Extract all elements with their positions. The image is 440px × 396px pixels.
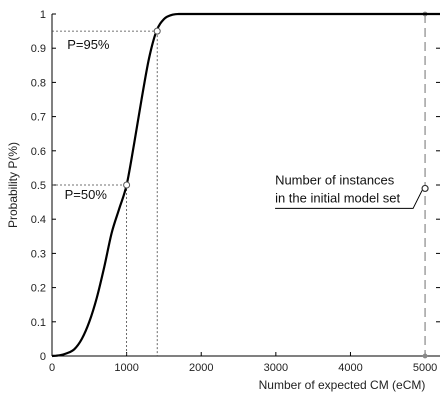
curve-layer (51, 12, 440, 358)
labels: Number of expected CM (eCM) Probability P… (6, 37, 425, 392)
y-tick-label: 0.7 (31, 112, 46, 124)
marker-point (123, 181, 131, 189)
y-tick-label: 0.1 (31, 317, 46, 329)
instance-leader-line (275, 190, 423, 209)
y-tick-label: 0.6 (31, 146, 46, 158)
x-tick-label: 2000 (189, 362, 213, 374)
marker-point (153, 27, 161, 35)
x-axis-title: Number of expected CM (eCM) (259, 378, 426, 392)
y-tick-label: 0.3 (31, 248, 46, 260)
y-tick-label: 0 (40, 351, 46, 363)
x-tick-label: 0 (49, 362, 55, 374)
marker-layer (123, 27, 429, 209)
instance-point (421, 184, 429, 193)
y-tick-label: 0.8 (31, 77, 46, 89)
instance-label-line1: Number of instances (275, 172, 395, 187)
y-tick-label: 0.4 (31, 214, 46, 226)
instance-line-bottom-dot (422, 353, 428, 359)
y-axis-title: Probability P(%) (6, 142, 20, 228)
probability-curve (51, 12, 440, 358)
y-tick-label: 1 (40, 9, 46, 21)
instance-label-line2: in the initial model set (275, 190, 400, 205)
x-tick-label: 3000 (264, 362, 288, 374)
marker-label: P=50% (65, 187, 108, 202)
x-tick-label: 4000 (338, 362, 362, 374)
y-tick-label: 0.9 (31, 43, 46, 55)
y-tick-label: 0.5 (31, 180, 46, 192)
y-tick-label: 0.2 (31, 283, 46, 295)
axes: 0 0.1 0.2 0.3 0.4 0.5 0.6 0.7 0.8 0.9 1 0 1000 2000 30… (31, 9, 440, 374)
x-tick-label: 1000 (114, 362, 138, 374)
x-tick-label: 5000 (413, 362, 437, 374)
marker-label: P=95% (67, 37, 110, 52)
